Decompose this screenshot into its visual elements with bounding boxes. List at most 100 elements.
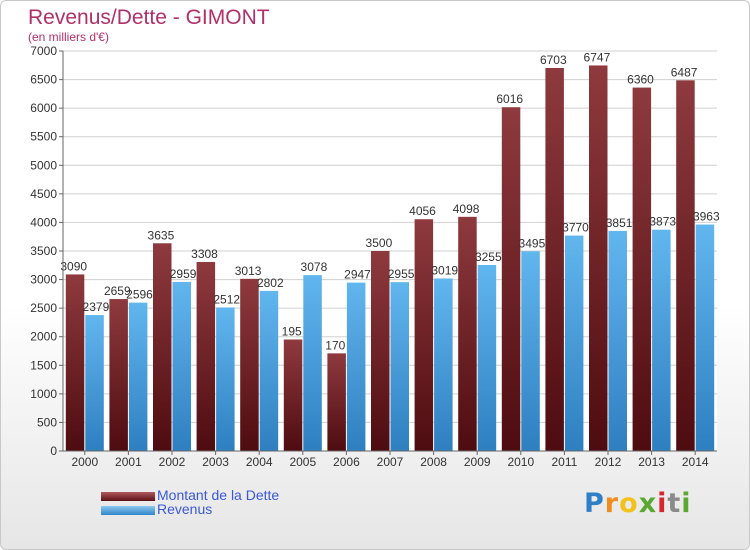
- logo-letter: P: [584, 488, 605, 519]
- bar-revenus: [608, 230, 627, 451]
- data-label-dette: 3308: [191, 247, 218, 261]
- x-tick-label: 2010: [507, 455, 534, 469]
- bar-revenus: [695, 224, 715, 451]
- bar-revenus: [128, 302, 148, 451]
- x-tick-label: 2009: [464, 455, 491, 469]
- x-tick-label: 2006: [333, 455, 360, 469]
- data-label-revenus: 3019: [431, 263, 458, 277]
- bar-revenus: [564, 235, 584, 451]
- bar-dette: [240, 278, 259, 451]
- x-tick-label: 2011: [551, 455, 577, 469]
- legend-swatch-revenus: [101, 506, 155, 515]
- y-tick-label: 6500: [30, 73, 57, 87]
- y-tick-label: 1500: [30, 358, 57, 372]
- data-label-dette: 3500: [366, 236, 393, 250]
- y-tick-label: 2500: [30, 301, 57, 315]
- data-label-revenus: 3078: [301, 260, 328, 274]
- data-label-revenus: 2379: [83, 300, 110, 314]
- bar-dette: [632, 87, 652, 452]
- logo-letter: i: [657, 488, 668, 519]
- x-tick-label: 2012: [595, 455, 622, 469]
- bar-dette: [109, 299, 128, 451]
- bar-dette: [153, 243, 172, 451]
- y-tick-label: 7000: [30, 44, 57, 58]
- y-tick-label: 2000: [30, 330, 57, 344]
- bar-dette: [545, 67, 564, 451]
- data-label-dette: 195: [282, 325, 302, 339]
- bar-dette: [65, 274, 85, 451]
- logo-letter: o: [619, 488, 639, 519]
- y-tick-label: 500: [37, 415, 57, 429]
- bar-revenus: [172, 281, 191, 451]
- legend-swatch-dette: [101, 492, 155, 501]
- data-label-revenus: 3873: [649, 215, 676, 229]
- bar-revenus: [216, 307, 235, 451]
- data-label-dette: 3090: [60, 259, 87, 273]
- x-tick-label: 2008: [420, 455, 447, 469]
- bar-dette: [327, 353, 346, 451]
- bar-revenus: [346, 282, 366, 451]
- bar-dette: [589, 65, 608, 451]
- y-tick-label: 1000: [30, 387, 57, 401]
- bar-revenus: [303, 275, 322, 451]
- y-tick-label: 5000: [30, 158, 57, 172]
- data-label-revenus: 3255: [475, 250, 502, 264]
- chart-subtitle: (en milliers d'€): [28, 30, 109, 44]
- y-tick-label: 0: [50, 444, 57, 458]
- data-label-revenus: 2802: [257, 276, 284, 290]
- bar-dette: [458, 216, 477, 451]
- x-tick-label: 2004: [246, 455, 273, 469]
- x-tick-label: 2013: [638, 455, 665, 469]
- data-label-revenus: 2959: [170, 267, 197, 281]
- data-label-revenus: 3770: [562, 221, 589, 235]
- x-tick-label: 2000: [71, 455, 98, 469]
- bar-dette: [414, 219, 434, 451]
- bar-revenus: [390, 282, 409, 451]
- bar-revenus: [521, 251, 540, 451]
- data-label-dette: 4098: [453, 202, 480, 216]
- y-tick-label: 3000: [30, 273, 57, 287]
- bar-revenus: [85, 315, 104, 451]
- data-label-revenus: 3963: [693, 210, 720, 224]
- data-label-revenus: 2596: [126, 288, 153, 302]
- y-tick-label: 4500: [30, 187, 57, 201]
- data-label-dette: 2659: [104, 284, 131, 298]
- bar-dette: [676, 80, 695, 452]
- data-label-dette: 170: [325, 338, 345, 352]
- proxiti-logo: Proxiti: [584, 488, 692, 519]
- bar-revenus: [652, 229, 671, 451]
- bar-revenus: [259, 290, 279, 451]
- logo-letter: x: [638, 488, 658, 519]
- logo-letter: t: [667, 488, 682, 519]
- x-tick-label: 2002: [159, 455, 186, 469]
- data-label-dette: 6747: [584, 50, 611, 64]
- bar-revenus: [477, 265, 497, 451]
- data-label-revenus: 2947: [344, 268, 371, 282]
- x-tick-label: 2007: [377, 455, 404, 469]
- bar-dette: [501, 107, 521, 451]
- data-label-dette: 6487: [671, 65, 698, 79]
- data-label-dette: 6016: [496, 92, 523, 106]
- bar-revenus: [434, 278, 453, 451]
- chart-title: Revenus/Dette - GIMONT: [28, 6, 270, 29]
- x-tick-label: 2005: [289, 455, 316, 469]
- data-label-revenus: 3495: [519, 236, 546, 250]
- bar-dette: [283, 339, 303, 451]
- legend-label-dette: Montant de la Dette: [157, 487, 280, 503]
- y-tick-label: 6000: [30, 101, 57, 115]
- legend-label-revenus: Revenus: [157, 501, 213, 517]
- logo-letter: i: [681, 488, 692, 519]
- data-label-dette: 4056: [409, 204, 436, 218]
- data-label-dette: 3635: [148, 228, 175, 242]
- y-tick-label: 5500: [30, 130, 57, 144]
- bar-dette: [371, 251, 390, 451]
- x-tick-label: 2003: [202, 455, 229, 469]
- data-label-revenus: 3851: [606, 216, 633, 230]
- data-label-dette: 6703: [540, 53, 567, 67]
- y-tick-label: 3500: [30, 244, 57, 258]
- y-tick-label: 4000: [30, 215, 57, 229]
- x-tick-label: 2014: [682, 455, 709, 469]
- data-label-revenus: 2955: [388, 267, 415, 281]
